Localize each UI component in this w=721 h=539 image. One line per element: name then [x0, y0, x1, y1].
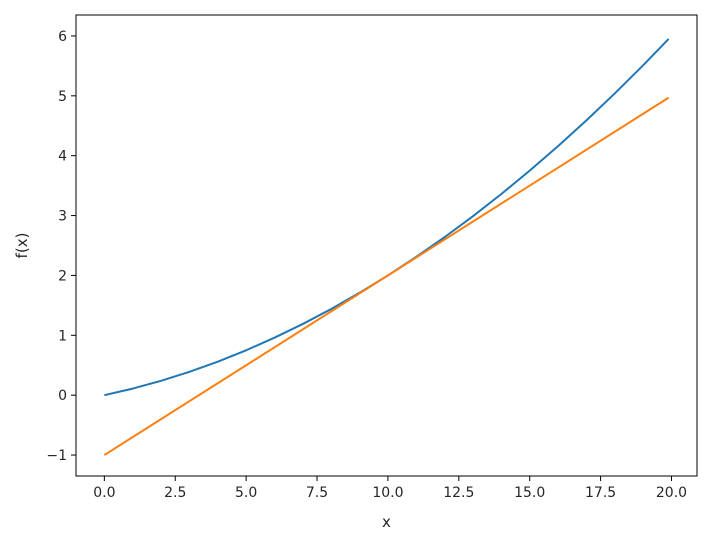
y-tick-label: 4: [58, 149, 67, 165]
plot-area: [103, 38, 670, 456]
x-axis-label: x: [382, 513, 391, 531]
y-tick-label: 3: [58, 209, 67, 225]
x-tick-label: 17.5: [585, 485, 616, 501]
x-tick-label: 2.5: [164, 485, 186, 501]
y-tick-label: 1: [58, 328, 67, 344]
x-tick-label: 5.0: [235, 485, 257, 501]
y-axis-label: f(x): [13, 233, 31, 259]
x-tick-label: 20.0: [656, 485, 687, 501]
x-tick-label: 7.5: [306, 485, 328, 501]
y-tick-label: 5: [58, 89, 67, 105]
y-tick-label: 0: [58, 388, 67, 404]
x-tick-label: 0.0: [93, 485, 115, 501]
series-line-2: [103, 96, 670, 456]
x-axis: 0.0 2.5 5.0 7.5 10.0 12.5 15.0 17.5 20.0: [93, 476, 687, 501]
y-axis: −1 0 1 2 3 4 5 6: [46, 29, 76, 464]
y-tick-label: 6: [58, 29, 67, 45]
y-tick-label: 2: [58, 268, 67, 284]
series-line-1: [104, 38, 670, 397]
axes-frame: [75, 14, 698, 477]
x-tick-label: 10.0: [372, 485, 403, 501]
x-tick-label: 12.5: [443, 485, 474, 501]
y-tick-label: −1: [46, 448, 67, 464]
x-tick-label: 15.0: [514, 485, 545, 501]
